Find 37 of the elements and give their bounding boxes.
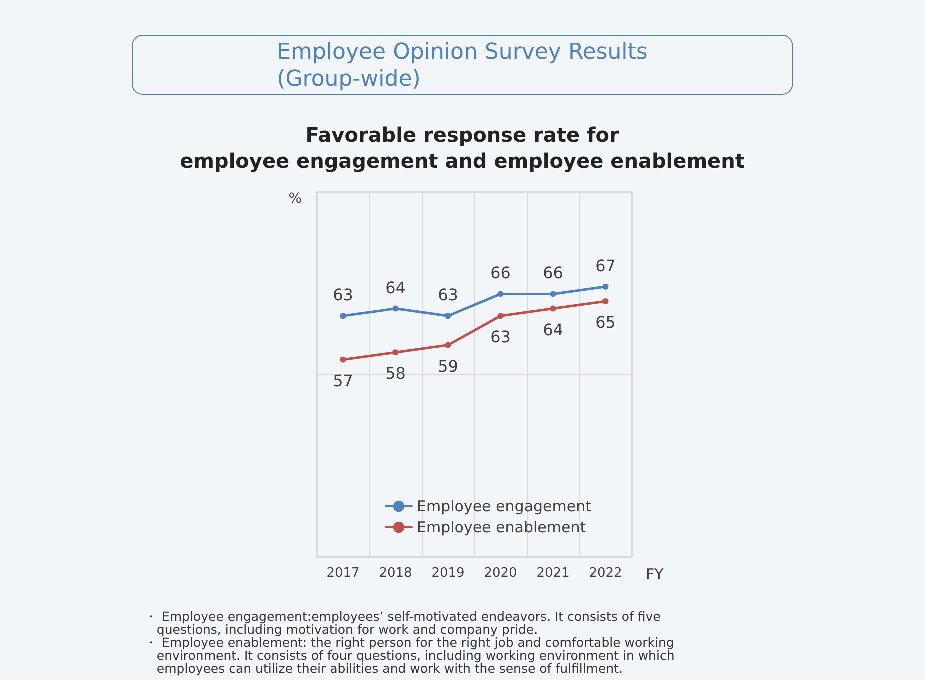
x-tick-label: 2018 (379, 566, 412, 581)
point (392, 306, 399, 312)
data-label: 64 (543, 320, 564, 340)
point (498, 313, 504, 320)
point (498, 291, 504, 298)
legend-label: Employee enablement (417, 518, 586, 536)
x-tick-label: 2019 (432, 566, 465, 581)
chart-title: Employee Opinion Survey Results (Group-wide) (277, 40, 648, 92)
x-tick-label: 2017 (326, 566, 360, 581)
data-label: 66 (490, 264, 511, 283)
point (445, 313, 452, 320)
x-tick-label: 2022 (589, 566, 622, 581)
data-label: 63 (438, 286, 458, 305)
point (392, 350, 399, 356)
point (602, 298, 609, 304)
data-label: 67 (596, 256, 616, 276)
chart-subtitle: Favorable response rate for employee engagement and employee enablement (180, 123, 746, 173)
x-tick-label: 2020 (484, 566, 518, 581)
point (550, 306, 556, 312)
y-axis-title: % (288, 191, 302, 207)
data-label: 59 (438, 356, 458, 376)
data-label: 65 (596, 313, 616, 332)
data-label: 63 (490, 328, 511, 347)
legend-label: Employee engagement (417, 498, 592, 516)
text: ・ Employee engagement:employees’ self-motivated endeavors. It consists of five questions, including motivation for work and company pride. ・ Employee enablement: the right person for the right job and comfortable working environment. It consists of four questions, including working environment in which employees can utilize their abilities and work with the sense of fulfillment. (145, 609, 675, 676)
point (445, 342, 452, 348)
point (340, 313, 346, 320)
x-axis-title: FY (646, 566, 665, 584)
data-label: 66 (543, 264, 564, 283)
x-tick-label: 2021 (536, 566, 570, 581)
point (602, 284, 609, 290)
data-label: 63 (333, 286, 354, 305)
data-label: 58 (386, 364, 406, 384)
data-label: 57 (333, 371, 354, 390)
data-label: 64 (386, 278, 406, 298)
point (340, 356, 346, 363)
point (550, 291, 556, 298)
